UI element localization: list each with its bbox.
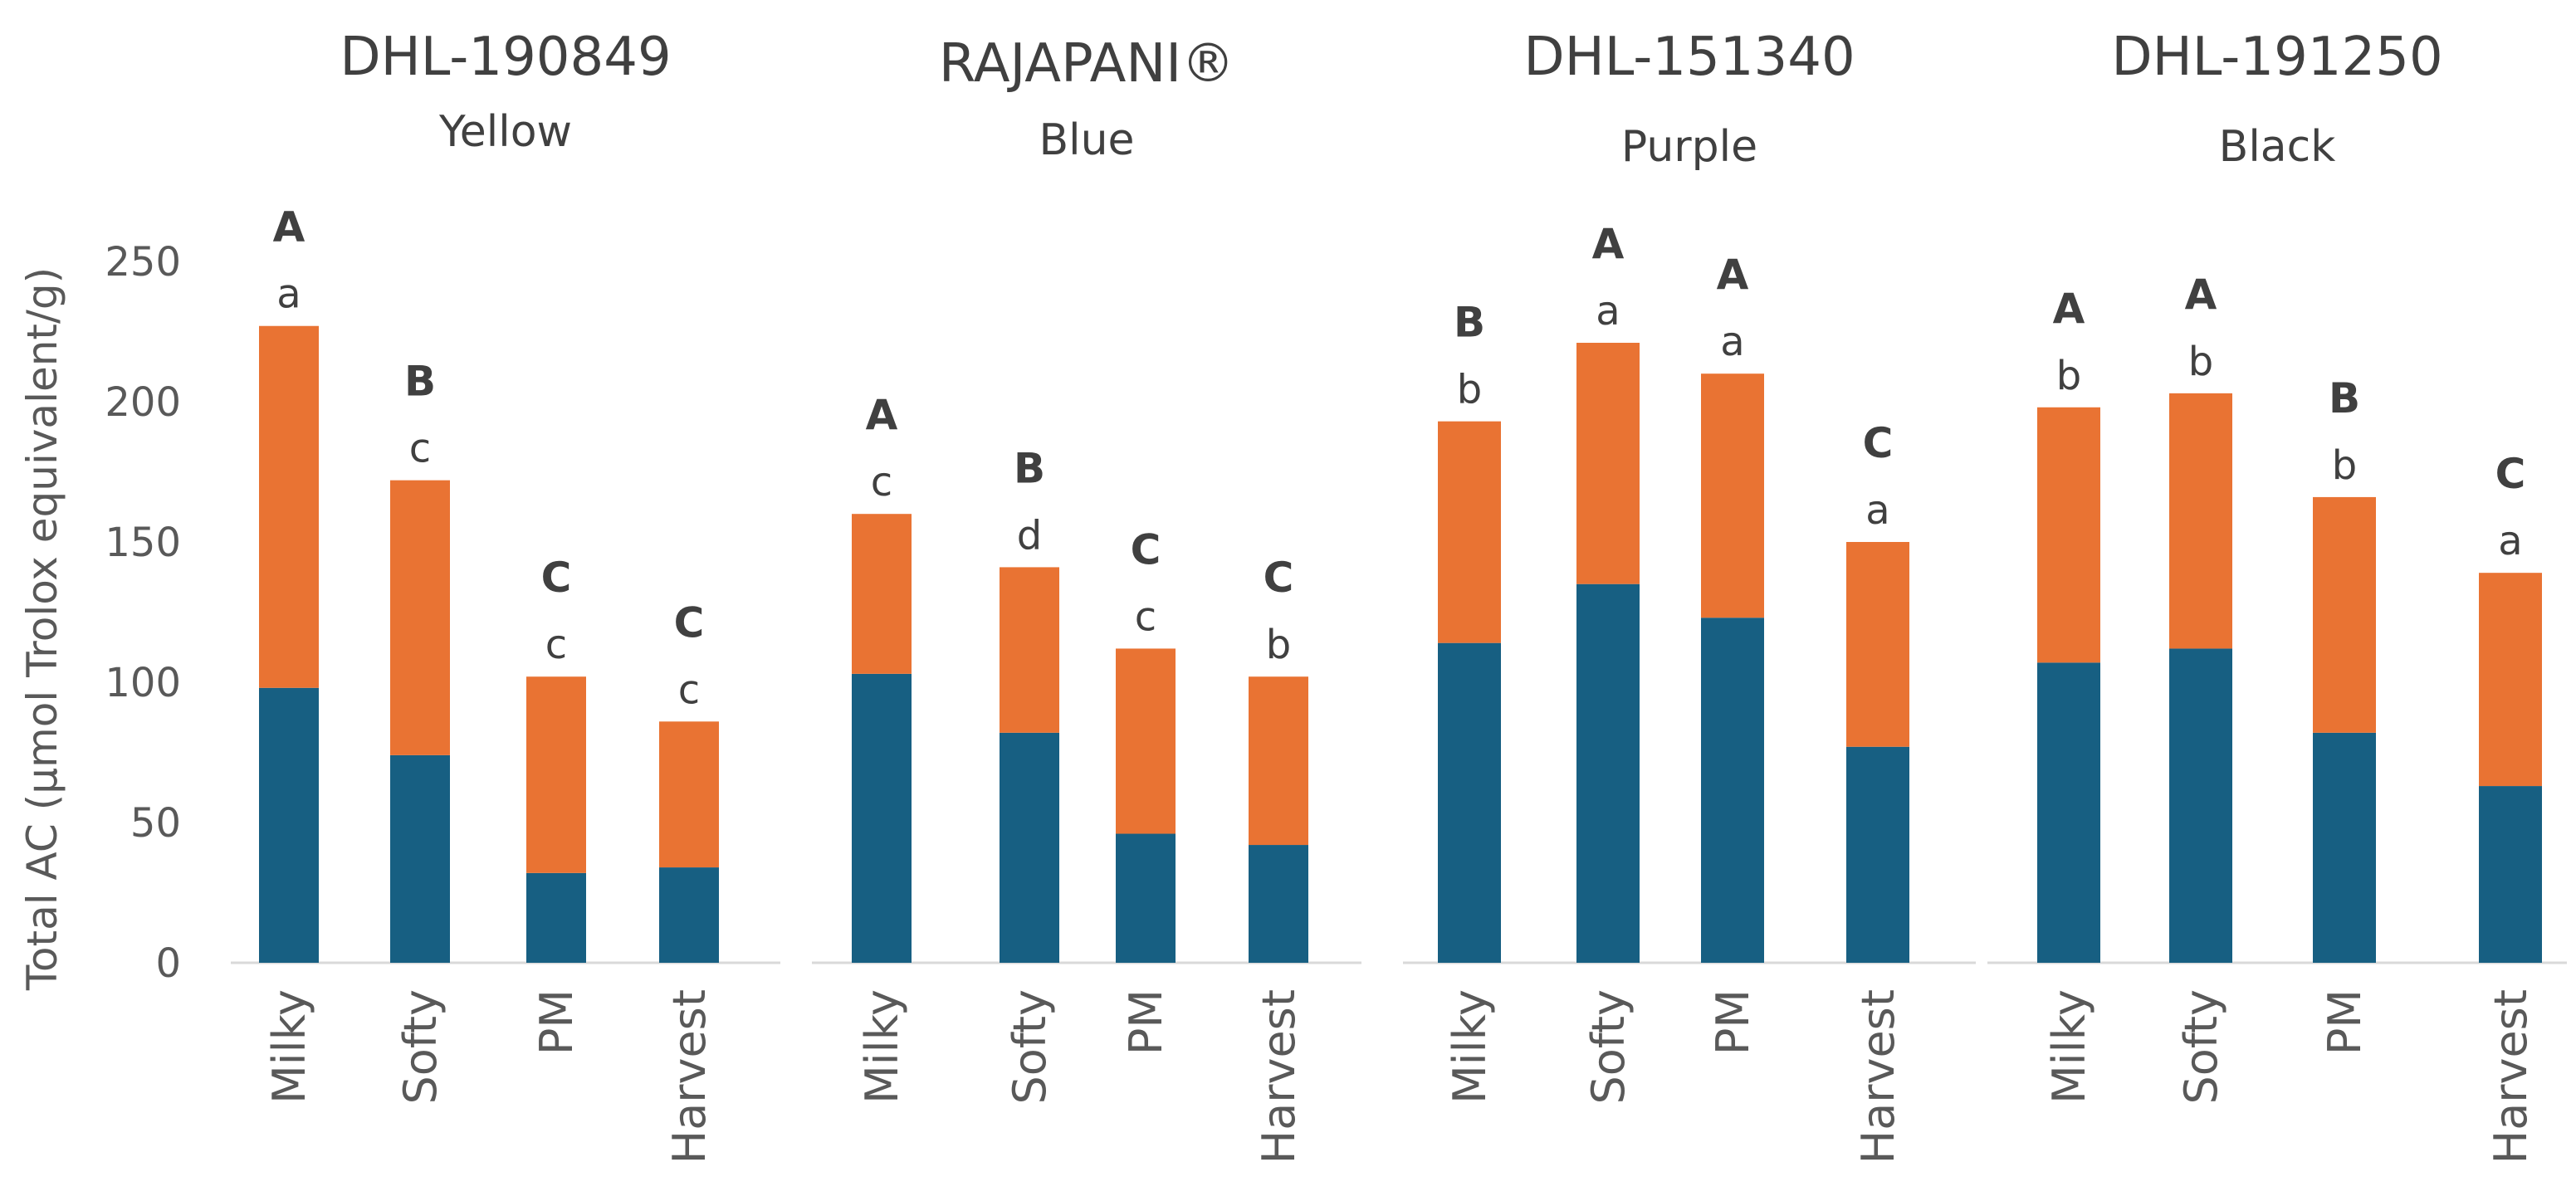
bar-bottom-segment xyxy=(1701,618,1764,963)
x-category-label: Harvest xyxy=(663,989,716,1164)
upper-significance-letter: C xyxy=(1863,419,1894,467)
bar-bottom-segment xyxy=(390,754,450,963)
bar-top-segment xyxy=(1701,373,1764,618)
bar-top-segment xyxy=(1438,421,1501,643)
bar-top-segment xyxy=(659,721,719,868)
panel-subtitle: Blue xyxy=(1039,115,1134,165)
bar-bottom-segment xyxy=(1846,746,1909,963)
bar-bottom-segment xyxy=(1000,732,1059,963)
x-category-label: Softy xyxy=(2175,989,2227,1105)
x-category-label: Softy xyxy=(1582,989,1635,1105)
y-tick-label: 250 xyxy=(105,239,181,286)
lower-significance-letter: c xyxy=(409,426,431,472)
x-category-label: Milky xyxy=(263,989,315,1104)
x-category-label: PM xyxy=(2319,989,2371,1055)
x-category-label: Milky xyxy=(2043,989,2095,1104)
lower-significance-letter: c xyxy=(1135,593,1156,640)
bar-bottom-segment xyxy=(1116,833,1176,963)
lower-significance-letter: d xyxy=(1017,512,1042,559)
x-category-label: Harvest xyxy=(1852,989,1904,1164)
bar-bottom-segment xyxy=(2169,648,2232,963)
bar-bottom-segment xyxy=(1576,583,1640,963)
upper-significance-letter: B xyxy=(2329,374,2360,422)
bar-bottom-segment xyxy=(2313,732,2376,963)
upper-significance-letter: B xyxy=(1454,299,1485,347)
x-category-label: PM xyxy=(1707,989,1759,1055)
bar-bottom-segment xyxy=(2037,662,2100,963)
panel-title: DHL-191250 xyxy=(2111,27,2442,88)
bar-bottom-segment xyxy=(659,867,719,963)
bar-top-segment xyxy=(2479,573,2542,787)
x-category-label: PM xyxy=(530,989,583,1055)
bar-top-segment xyxy=(852,514,912,674)
lower-significance-letter: a xyxy=(1865,487,1889,534)
upper-significance-letter: C xyxy=(2495,450,2526,498)
y-tick-label: 150 xyxy=(105,520,181,566)
upper-significance-letter: B xyxy=(1014,444,1045,492)
x-category-label: Milky xyxy=(856,989,908,1104)
y-tick-label: 100 xyxy=(105,660,181,706)
bar-top-segment xyxy=(1249,676,1308,846)
bar-top-segment xyxy=(2169,393,2232,649)
upper-significance-letter: A xyxy=(866,391,898,439)
upper-significance-letter: C xyxy=(541,554,572,602)
lower-significance-letter: b xyxy=(2056,353,2081,399)
bar-top-segment xyxy=(1000,567,1059,733)
lower-significance-letter: a xyxy=(276,271,301,318)
panel-title: DHL-151340 xyxy=(1523,27,1855,88)
x-category-label: Softy xyxy=(1004,989,1056,1105)
upper-significance-letter: C xyxy=(1131,525,1161,574)
upper-significance-letter: A xyxy=(1592,220,1625,268)
lower-significance-letter: b xyxy=(2332,442,2357,489)
y-tick-label: 0 xyxy=(155,940,181,987)
panel-subtitle: Purple xyxy=(1621,122,1757,172)
upper-significance-letter: A xyxy=(2053,285,2085,333)
bars-layer xyxy=(259,325,2542,963)
lower-significance-letter: b xyxy=(1266,622,1291,668)
upper-significance-letter: A xyxy=(2185,271,2217,319)
bar-top-segment xyxy=(1116,648,1176,834)
bar-top-segment xyxy=(390,480,450,755)
bar-bottom-segment xyxy=(1249,845,1308,963)
upper-significance-letter: C xyxy=(674,598,705,647)
bar-bottom-segment xyxy=(2479,786,2542,963)
bar-top-segment xyxy=(2037,407,2100,663)
x-category-label: Harvest xyxy=(2485,989,2537,1164)
panel-subtitle: Yellow xyxy=(438,107,572,157)
x-category-label: Milky xyxy=(1444,989,1496,1104)
bar-bottom-segment xyxy=(852,673,912,963)
bar-top-segment xyxy=(526,676,586,873)
lower-significance-letter: a xyxy=(1720,319,1744,365)
x-category-label: Harvest xyxy=(1253,989,1305,1164)
x-category-label: Softy xyxy=(394,989,447,1105)
bar-top-segment xyxy=(1846,542,1909,747)
upper-significance-letter: A xyxy=(273,203,306,251)
lower-significance-letter: a xyxy=(2498,518,2522,564)
y-tick-label: 50 xyxy=(130,800,181,847)
lower-significance-letter: a xyxy=(1596,288,1620,334)
bar-top-segment xyxy=(2313,496,2376,733)
y-tick-label: 200 xyxy=(105,379,181,426)
lower-significance-letter: c xyxy=(545,622,567,668)
lower-significance-letter: c xyxy=(871,459,892,505)
labels-layer: DHL-190849YellowaAMilkycBSoftycCPMcCHarv… xyxy=(263,27,2537,1164)
panel-title: DHL-190849 xyxy=(340,27,671,88)
upper-significance-letter: C xyxy=(1264,554,1294,602)
panel-title: RAJAPANI® xyxy=(939,33,1234,95)
lower-significance-letter: c xyxy=(678,666,700,713)
bar-bottom-segment xyxy=(259,687,319,963)
x-category-label: PM xyxy=(1120,989,1172,1055)
bar-top-segment xyxy=(1576,343,1640,584)
upper-significance-letter: B xyxy=(404,358,436,406)
lower-significance-letter: b xyxy=(1457,367,1482,413)
bar-bottom-segment xyxy=(526,872,586,963)
y-axis-label: Total AC (µmol Trolox equivalent/g) xyxy=(18,267,66,991)
panel-subtitle: Black xyxy=(2219,122,2336,172)
bar-top-segment xyxy=(259,325,319,688)
bar-bottom-segment xyxy=(1438,642,1501,963)
upper-significance-letter: A xyxy=(1717,251,1749,299)
lower-significance-letter: b xyxy=(2188,339,2213,385)
